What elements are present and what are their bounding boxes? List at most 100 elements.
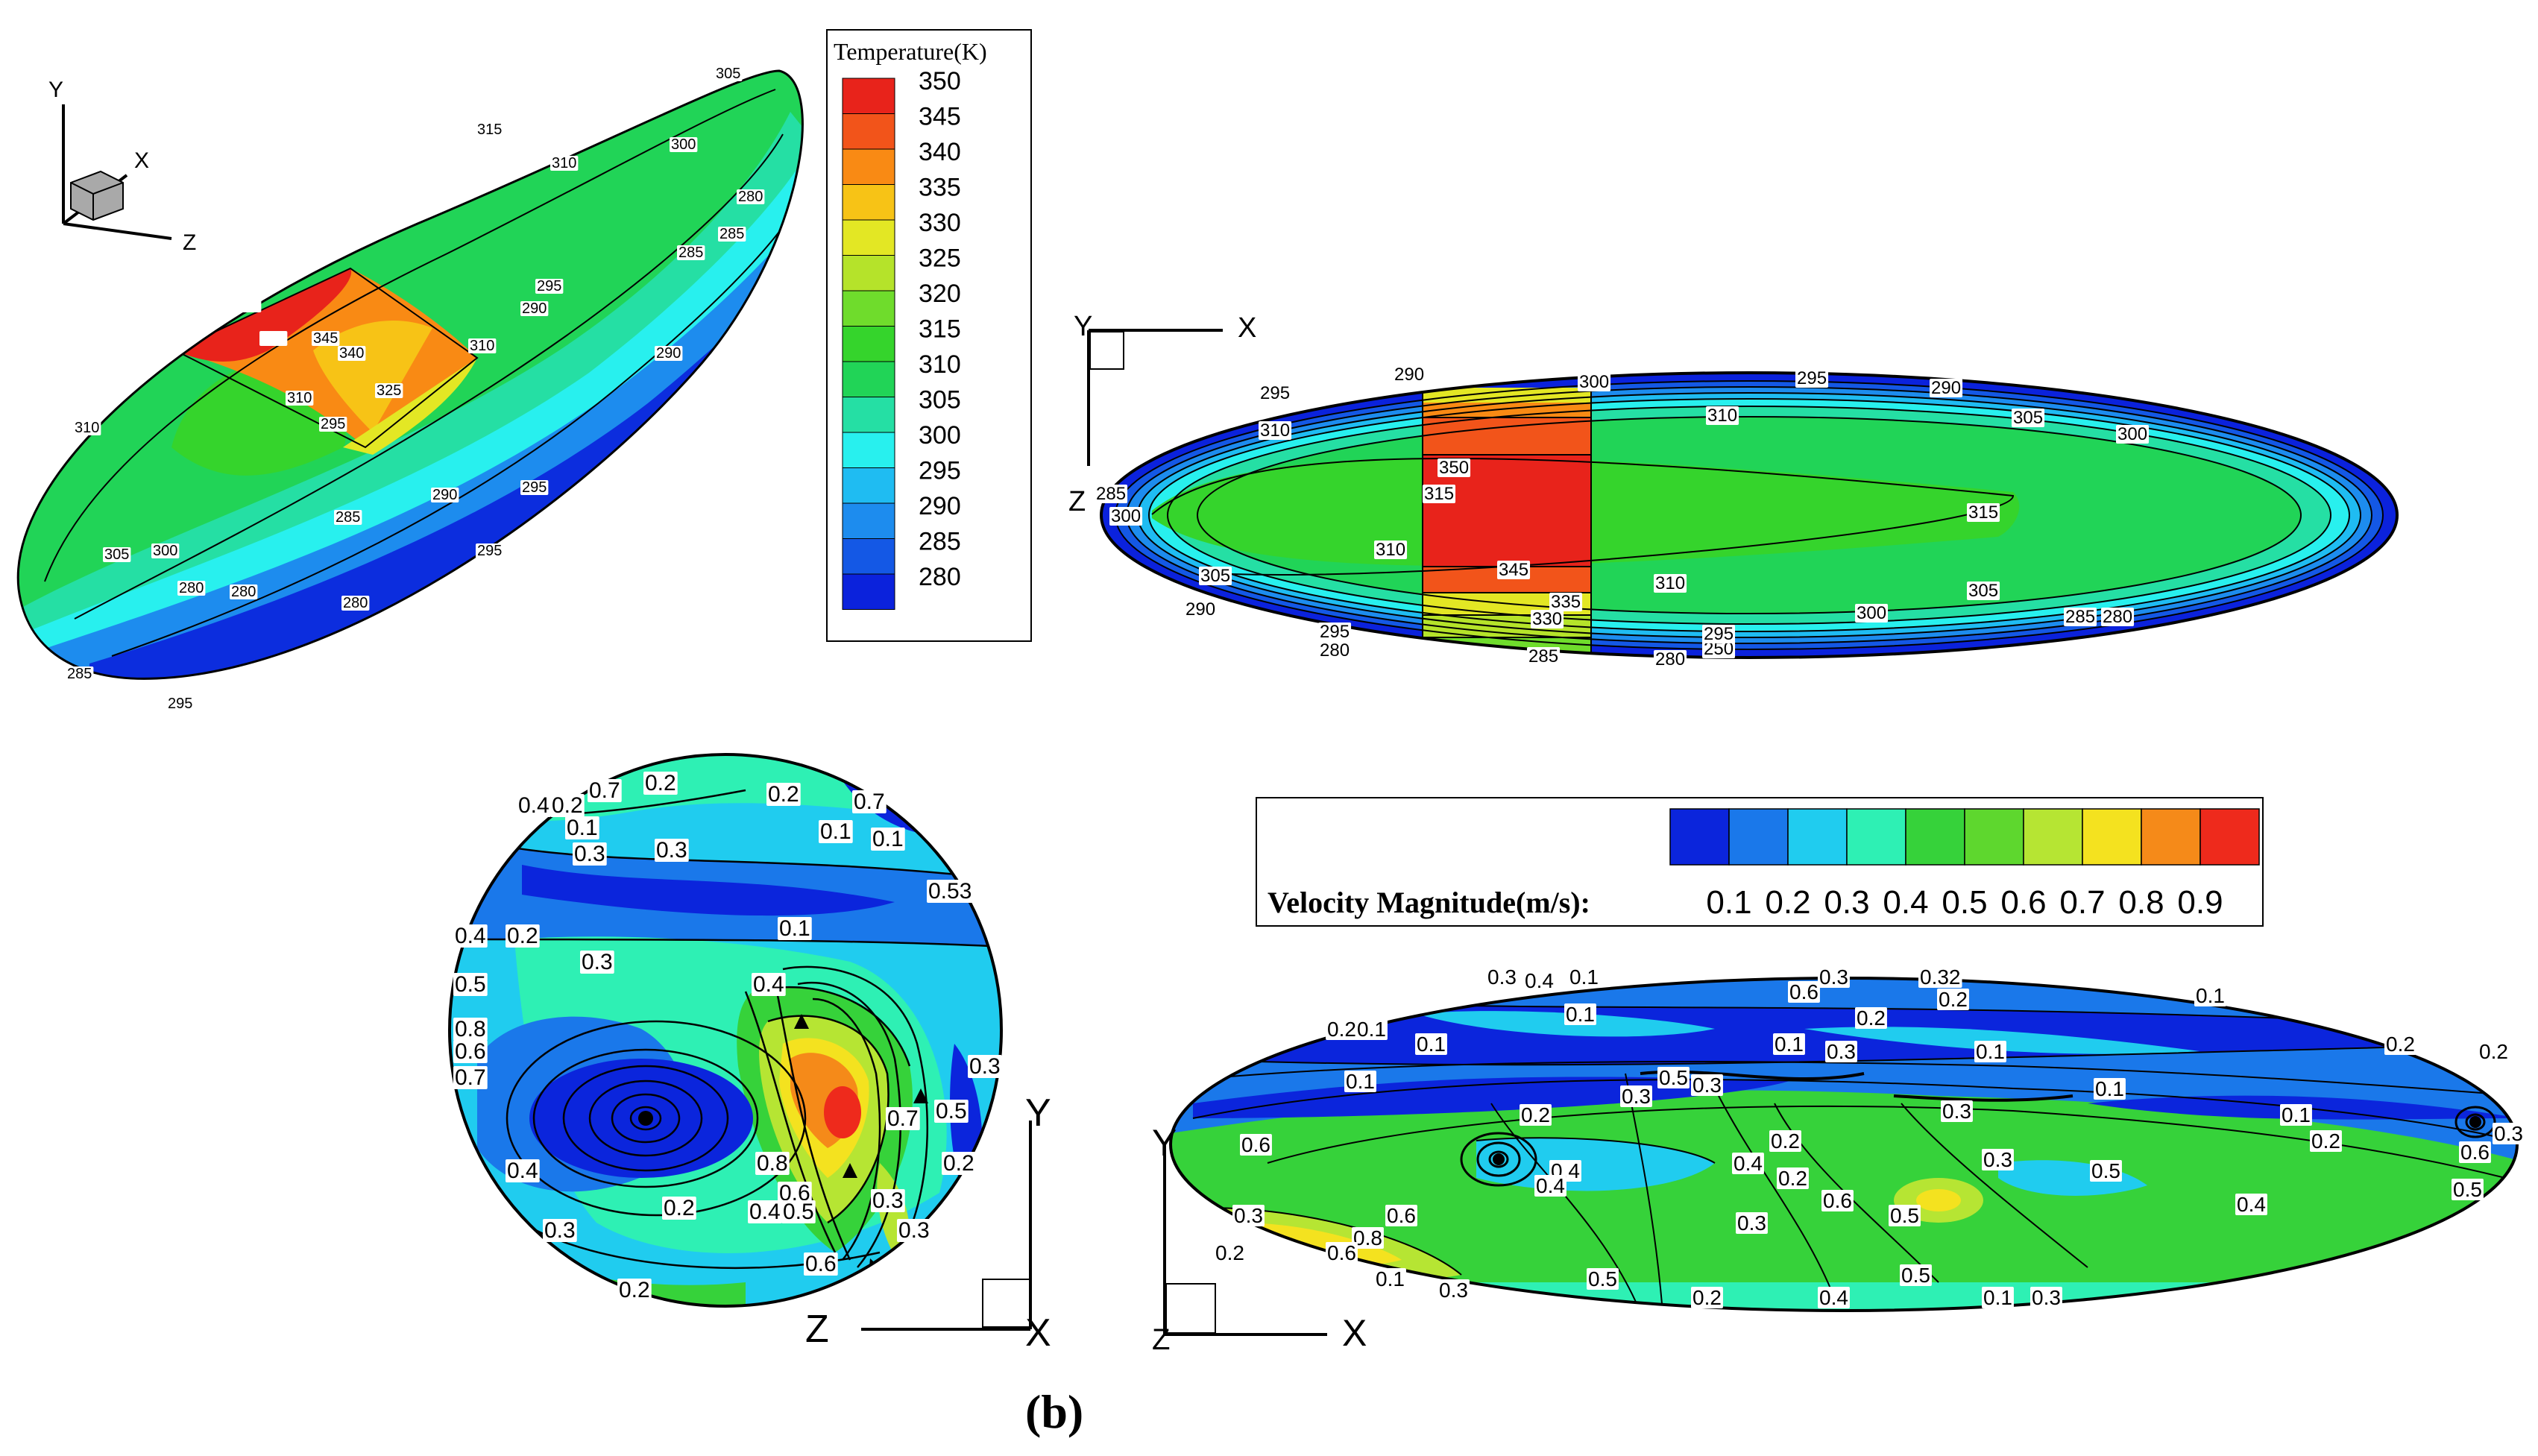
svg-text:0.6: 0.6 [1823,1189,1852,1212]
contour-label-background [565,816,599,839]
svg-text:0.2: 0.2 [507,924,538,948]
svg-text:0.4: 0.4 [749,1200,781,1224]
svg-text:310: 310 [1707,406,1737,426]
temperature-swatch [842,467,895,504]
svg-text:300: 300 [2117,424,2147,444]
temperature-level-label: 335 [919,174,961,202]
svg-text:290: 290 [522,300,547,317]
contour-label-background [718,227,746,242]
svg-text:0.1: 0.1 [1357,1018,1386,1041]
svg-text:0.1: 0.1 [820,819,851,844]
svg-text:0.53: 0.53 [928,879,972,904]
velocity-swatch [1846,808,1906,866]
svg-text:0.1: 0.1 [1417,1033,1446,1056]
contour-label-background [177,581,206,596]
svg-text:0.5: 0.5 [936,1099,967,1123]
svg-text:0.1: 0.1 [1976,1040,2005,1063]
svg-text:0.8: 0.8 [757,1151,788,1176]
contour-label-background [897,1219,931,1242]
velocity-swatch [2082,808,2142,866]
side-axis-z: Z [1152,1323,1170,1356]
svg-text:295: 295 [477,543,502,559]
svg-text:310: 310 [287,390,312,406]
velocity-swatch [1728,808,1789,866]
svg-text:295: 295 [1260,383,1290,403]
svg-text:0.2: 0.2 [2386,1033,2415,1056]
top-axis-z: Z [1068,486,1086,517]
velocity-tick-label: 0.5 [1942,884,1987,921]
temperature-swatch [842,290,895,327]
contour-label-background [1109,507,1143,526]
svg-text:0.1: 0.1 [567,816,598,840]
contour-label-background [1691,1287,1723,1308]
iso-temperature-view: 305 315 310 300 280 350 350 345 340 325 … [16,66,804,712]
cross-axis-x: X [1025,1311,1051,1355]
temperature-legend-title: Temperature(K) [834,38,987,65]
velocity-swatch [1905,808,1965,866]
svg-text:0.2: 0.2 [552,793,583,818]
iso-axis-z: Z [183,230,196,255]
svg-text:310: 310 [552,155,576,171]
svg-text:290: 290 [656,345,681,362]
contour-label-background [1214,1242,1246,1264]
contour-label-background [550,156,579,171]
contour-label-background [1184,600,1218,619]
contour-label-background [375,383,403,398]
cross-section-contour-labels: 0.4 0.2 0.7 0.1 0.2 0.2 0.7 0.1 0.3 0.3 … [453,771,1002,1302]
svg-text:0.2: 0.2 [1771,1129,1800,1153]
svg-text:340: 340 [339,345,364,362]
contour-label-background [2493,1123,2525,1144]
contour-label-background [1788,981,1820,1003]
svg-text:0.1: 0.1 [872,827,904,851]
svg-text:300: 300 [671,136,696,153]
temperature-level-label: 325 [919,245,961,273]
contour-label-background [453,973,488,996]
contour-label-background [1825,1041,1857,1062]
velocity-swatch [2141,808,2201,866]
contour-label-background [1438,1279,1470,1301]
svg-text:300: 300 [1579,372,1609,392]
svg-text:290: 290 [1931,378,1961,398]
contour-label-background [934,1100,969,1123]
contour-label-background [1326,1242,1358,1264]
side-section-contour-labels: 0.3 0.4 0.1 0.3 0.32 0.6 0.1 0.2 0.2 0.1… [1214,965,2525,1309]
contour-label-background [1795,369,1829,388]
temperature-level-label: 295 [919,457,961,485]
contour-label-background [476,122,504,137]
contour-label-background [151,543,180,558]
svg-text:305: 305 [2013,408,2043,428]
contour-label-background [341,596,370,611]
contour-label-background [2090,1160,2122,1182]
contour-label-background [1918,966,1962,988]
temperature-level-label: 345 [919,103,961,131]
svg-text:0.3: 0.3 [1439,1279,1468,1302]
contour-label-background [334,510,362,525]
contour-label-background [2280,1104,2312,1126]
svg-text:0.8: 0.8 [1353,1226,1382,1249]
svg-text:0.3: 0.3 [1983,1148,2012,1171]
svg-text:285: 285 [719,226,744,242]
temperature-swatch [842,255,895,291]
contour-label-background [752,973,786,996]
contour-label-background [2384,1033,2416,1055]
contour-label-background [2310,1130,2342,1152]
contour-label-background [2194,985,2226,1006]
contour-label-background [968,1055,1002,1078]
svg-text:0.5: 0.5 [1890,1204,1919,1227]
cross-axis-z: Z [805,1308,829,1351]
contour-label-background [1587,1268,1619,1290]
svg-text:0.6: 0.6 [455,1039,486,1064]
svg-text:0.1: 0.1 [2095,1077,2124,1100]
velocity-swatch [1787,808,1848,866]
svg-text:350: 350 [1439,458,1469,478]
contour-label-background [1568,966,1600,988]
contour-label-background [871,1189,905,1212]
contour-label-background [1702,640,1736,658]
contour-label-background [1982,1149,2014,1170]
svg-text:0.7: 0.7 [455,1065,486,1090]
contour-label-background [520,480,549,495]
contour-label-background [103,547,131,562]
contour-label-background [1974,1041,2006,1062]
svg-text:0.3: 0.3 [544,1218,576,1243]
velocity-swatch [1669,808,1730,866]
